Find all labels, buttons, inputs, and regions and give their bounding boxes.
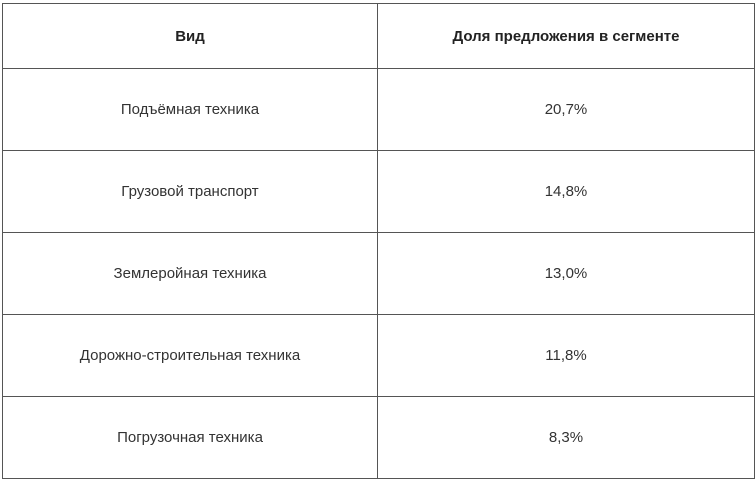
table-row: Грузовой транспорт 14,8% <box>2 150 755 233</box>
row-share-cell: 14,8% <box>377 150 755 233</box>
row-type-cell: Погрузочная техника <box>2 396 378 479</box>
table-row: Погрузочная техника 8,3% <box>2 396 755 479</box>
table-header: Вид Доля предложения в сегменте <box>2 3 755 69</box>
header-share: Доля предложения в сегменте <box>377 3 755 69</box>
share-table: Вид Доля предложения в сегменте Подъёмна… <box>2 3 755 479</box>
header-row: Вид Доля предложения в сегменте <box>2 3 755 69</box>
row-type-cell: Землеройная техника <box>2 232 378 315</box>
header-type: Вид <box>2 3 378 69</box>
row-share-cell: 20,7% <box>377 68 755 151</box>
row-share-cell: 13,0% <box>377 232 755 315</box>
share-table-container: Вид Доля предложения в сегменте Подъёмна… <box>2 3 755 481</box>
table-body: Подъёмная техника 20,7% Грузовой транспо… <box>2 68 755 479</box>
row-type-cell: Грузовой транспорт <box>2 150 378 233</box>
row-share-cell: 11,8% <box>377 314 755 397</box>
row-type-cell: Подъёмная техника <box>2 68 378 151</box>
row-share-cell: 8,3% <box>377 396 755 479</box>
row-type-cell: Дорожно-строительная техника <box>2 314 378 397</box>
table-row: Подъёмная техника 20,7% <box>2 68 755 151</box>
table-row: Дорожно-строительная техника 11,8% <box>2 314 755 397</box>
table-row: Землеройная техника 13,0% <box>2 232 755 315</box>
